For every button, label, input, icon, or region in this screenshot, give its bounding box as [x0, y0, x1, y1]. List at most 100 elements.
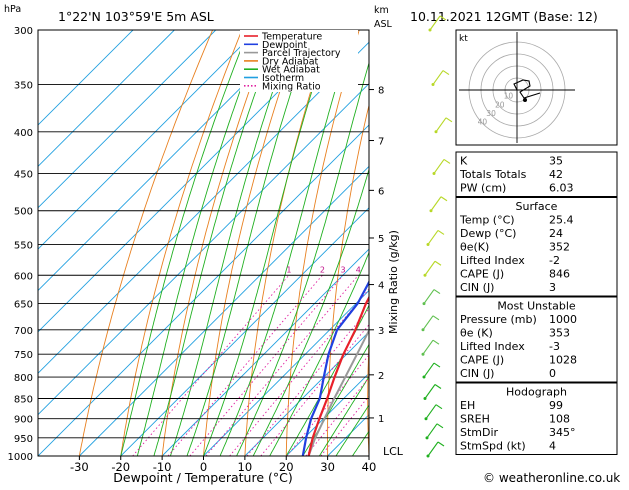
- indices-top-row-label: K: [460, 155, 468, 168]
- hodograph-box-row-value: 345°: [549, 426, 576, 439]
- wind-barb-base: [425, 417, 428, 420]
- wind-barb-flag: [434, 363, 440, 367]
- wind-barb: [434, 159, 444, 173]
- asl-axis-title: ASL: [374, 19, 393, 30]
- hodograph-frame: [456, 30, 617, 145]
- wind-barb-base: [427, 243, 430, 246]
- wind-barb-flag: [435, 384, 441, 388]
- surface-box-row-value: -2: [549, 254, 560, 267]
- wind-barb-base: [423, 376, 426, 379]
- height-tick-label: 2: [378, 371, 384, 382]
- wind-barb: [426, 405, 436, 419]
- pressure-tick-label: 650: [14, 300, 33, 311]
- hodograph-ring-label: 20: [495, 100, 505, 109]
- wet-adiabat-line: [270, 30, 442, 456]
- pressure-tick-label: 600: [14, 271, 33, 282]
- dry-adiabat-line: [79, 18, 217, 456]
- wind-barb-base: [427, 455, 430, 458]
- height-tick-label: 6: [378, 186, 384, 197]
- most-unstable-box-row-value: 0: [549, 367, 556, 380]
- wind-barb-base: [422, 353, 425, 356]
- lcl-label: LCL: [383, 445, 404, 458]
- mixing-ratio-line: [247, 275, 397, 456]
- indices-top-row-label: Totals Totals: [459, 168, 527, 181]
- mixing-ratio-label: 4: [356, 265, 361, 274]
- legend-label: Mixing Ratio: [262, 81, 321, 92]
- surface-box-row-label: Temp (°C): [459, 214, 515, 227]
- most-unstable-box-row-label: CAPE (J): [460, 354, 504, 367]
- hodograph-box-row-label: SREH: [460, 413, 490, 426]
- hodograph-ring-label: 40: [478, 118, 488, 127]
- wind-barb-flag: [436, 405, 442, 409]
- temperature-tick-label: -30: [70, 460, 89, 474]
- surface-box-row-label: CIN (J): [460, 281, 494, 294]
- wind-barb: [427, 424, 437, 438]
- surface-box-title: Surface: [516, 200, 558, 213]
- surface-box-row-value: 25.4: [549, 214, 574, 227]
- dry-adiabat-line: [407, 18, 450, 456]
- height-tick-label: 7: [378, 137, 384, 148]
- wind-barb-base: [422, 328, 425, 331]
- indices-top-row-value: 6.03: [549, 182, 574, 195]
- pressure-tick-label: 550: [14, 240, 33, 251]
- isotherm-line: [0, 30, 257, 456]
- storm-motion-marker: [523, 98, 527, 102]
- height-tick-label: 5: [378, 234, 384, 245]
- wind-barb: [423, 340, 433, 354]
- wind-barb-flag: [433, 340, 439, 344]
- wet-adiabat-line: [154, 30, 278, 456]
- pressure-tick-label: 450: [14, 169, 33, 180]
- wind-barb-base: [432, 83, 435, 86]
- surface-box-row-value: 352: [549, 241, 570, 254]
- hodograph-box-row-label: StmDir: [460, 426, 499, 439]
- wind-barb: [428, 230, 438, 244]
- wind-barbs: [422, 16, 453, 458]
- surface-box-row-label: θe(K): [460, 241, 489, 254]
- temperature-tick-label: 40: [362, 460, 377, 474]
- hodograph-unit-label: kt: [459, 34, 468, 44]
- most-unstable-box-row-label: CIN (J): [460, 367, 494, 380]
- pressure-tick-label: 800: [14, 373, 33, 384]
- indices-top-row-label: PW (cm): [460, 182, 506, 195]
- surface-box-row-label: CAPE (J): [460, 268, 504, 281]
- wind-barb-base: [433, 172, 436, 175]
- valid-time-label: 10.11.2021 12GMT (Base: 12): [410, 9, 598, 24]
- pressure-tick-label: 750: [14, 350, 33, 361]
- pressure-tick-label: 400: [14, 128, 33, 139]
- isotherm-line: [38, 30, 464, 456]
- height-tick-label: 3: [378, 326, 384, 337]
- wind-barb: [433, 71, 443, 85]
- pressure-tick-label: 300: [14, 26, 33, 37]
- copyright-label: © weatheronline.co.uk: [483, 471, 620, 485]
- mixing-ratio-label: 2: [320, 265, 325, 274]
- pressure-tick-label: 1000: [8, 452, 33, 463]
- wind-barb-base: [424, 397, 427, 400]
- most-unstable-box-row-label: Lifted Index: [460, 340, 525, 353]
- wind-barb: [436, 118, 446, 132]
- most-unstable-box-row-value: -3: [549, 340, 560, 353]
- wind-barb-flag: [443, 71, 449, 75]
- hodograph-ring-label: 30: [486, 109, 496, 118]
- km-axis-title: km: [374, 5, 389, 16]
- height-tick-label: 4: [378, 281, 384, 292]
- pressure-tick-label: 950: [14, 434, 33, 445]
- isotherm-line: [0, 30, 299, 456]
- temperature-tick-label: 30: [320, 460, 335, 474]
- surface-box-row-value: 24: [549, 227, 563, 240]
- wind-barb: [424, 290, 434, 304]
- surface-box-row-value: 3: [549, 281, 556, 294]
- hodograph-box-row-value: 108: [549, 413, 570, 426]
- wind-barb-flag: [435, 261, 441, 265]
- wind-barb-flag: [433, 316, 439, 320]
- hodograph-box-row-value: 4: [549, 440, 556, 453]
- mixing-ratio-axis-title: Mixing Ratio (g/kg): [387, 230, 400, 334]
- most-unstable-box-row-label: θe (K): [460, 327, 493, 340]
- wind-barb-base: [426, 436, 429, 439]
- wind-barb-base: [423, 302, 426, 305]
- most-unstable-box-row-label: Pressure (mb): [460, 313, 537, 326]
- wind-barb-base: [424, 274, 427, 277]
- hodograph-box-row-label: EH: [460, 399, 475, 412]
